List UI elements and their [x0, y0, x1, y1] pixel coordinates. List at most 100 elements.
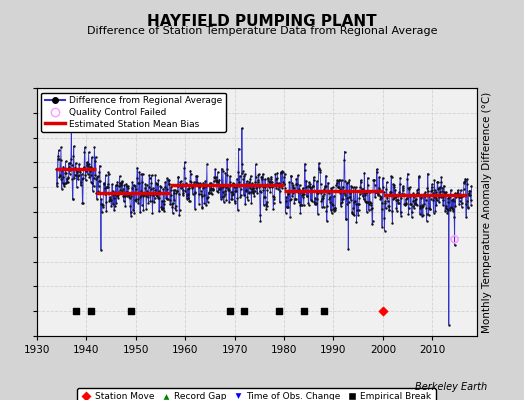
Point	[409, 198, 417, 204]
Point	[435, 194, 443, 200]
Point	[417, 195, 425, 201]
Point	[401, 201, 409, 208]
Point	[367, 206, 376, 212]
Point	[423, 211, 431, 217]
Point	[148, 198, 156, 204]
Point	[99, 202, 107, 208]
Point	[85, 168, 94, 174]
Point	[141, 185, 149, 192]
Point	[194, 180, 202, 187]
Point	[197, 191, 205, 197]
Point	[395, 200, 403, 206]
Point	[398, 190, 406, 197]
Point	[70, 172, 79, 178]
Point	[172, 202, 180, 209]
Point	[113, 182, 121, 188]
Point	[140, 190, 149, 196]
Point	[236, 173, 244, 179]
Point	[214, 178, 222, 185]
Point	[375, 174, 384, 181]
Point	[362, 190, 370, 196]
Point	[341, 148, 349, 155]
Point	[376, 196, 385, 202]
Point	[339, 183, 347, 190]
Point	[134, 200, 143, 206]
Point	[62, 176, 71, 182]
Point	[131, 183, 139, 190]
Point	[414, 186, 422, 192]
Point	[248, 186, 256, 192]
Point	[402, 195, 411, 201]
Point	[157, 204, 166, 210]
Point	[372, 189, 380, 195]
Point	[405, 186, 413, 192]
Point	[346, 189, 354, 196]
Point	[323, 218, 331, 224]
Point	[261, 184, 270, 190]
Point	[126, 195, 134, 201]
Point	[450, 198, 458, 204]
Point	[101, 184, 110, 191]
Point	[309, 183, 318, 190]
Point	[460, 180, 468, 186]
Point	[68, 162, 76, 168]
Point	[413, 187, 421, 194]
Point	[456, 187, 465, 193]
Point	[366, 200, 375, 206]
Point	[368, 221, 376, 228]
Point	[88, 180, 96, 186]
Point	[348, 208, 356, 215]
Point	[238, 161, 246, 167]
Point	[159, 186, 167, 192]
Point	[288, 193, 297, 199]
Point	[95, 177, 103, 184]
Point	[375, 184, 383, 191]
Point	[94, 182, 103, 189]
Point	[212, 178, 221, 184]
Point	[414, 174, 423, 180]
Point	[310, 174, 318, 180]
Point	[363, 199, 372, 205]
Point	[449, 208, 457, 214]
Point	[253, 190, 261, 196]
Point	[323, 189, 332, 195]
Point	[195, 183, 204, 190]
Point	[319, 195, 328, 202]
Point	[410, 194, 418, 200]
Point	[348, 210, 356, 217]
Point	[456, 192, 465, 198]
Point	[75, 161, 83, 167]
Point	[256, 188, 264, 194]
Point	[154, 194, 162, 201]
Point	[463, 176, 471, 182]
Point	[318, 196, 326, 202]
Point	[370, 182, 379, 188]
Point	[386, 188, 395, 195]
Point	[164, 176, 172, 183]
Point	[239, 182, 248, 188]
Point	[435, 184, 444, 190]
Point	[447, 204, 455, 210]
Point	[116, 180, 125, 186]
Point	[328, 200, 336, 207]
Point	[351, 198, 359, 204]
Point	[268, 178, 276, 185]
Point	[309, 182, 317, 189]
Point	[398, 185, 407, 192]
Point	[60, 180, 69, 186]
Point	[254, 172, 263, 178]
Point	[76, 166, 84, 172]
Point	[343, 194, 351, 201]
Point	[463, 181, 472, 187]
Point	[118, 179, 127, 185]
Point	[386, 191, 394, 197]
Point	[347, 183, 356, 190]
Point	[433, 196, 441, 203]
Point	[162, 186, 171, 192]
Point	[142, 206, 150, 212]
Point	[299, 194, 308, 201]
Point	[366, 189, 374, 196]
Point	[177, 185, 185, 192]
Point	[211, 175, 219, 181]
Point	[249, 182, 258, 188]
